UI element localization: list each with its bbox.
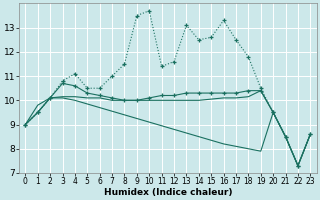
X-axis label: Humidex (Indice chaleur): Humidex (Indice chaleur): [104, 188, 232, 197]
